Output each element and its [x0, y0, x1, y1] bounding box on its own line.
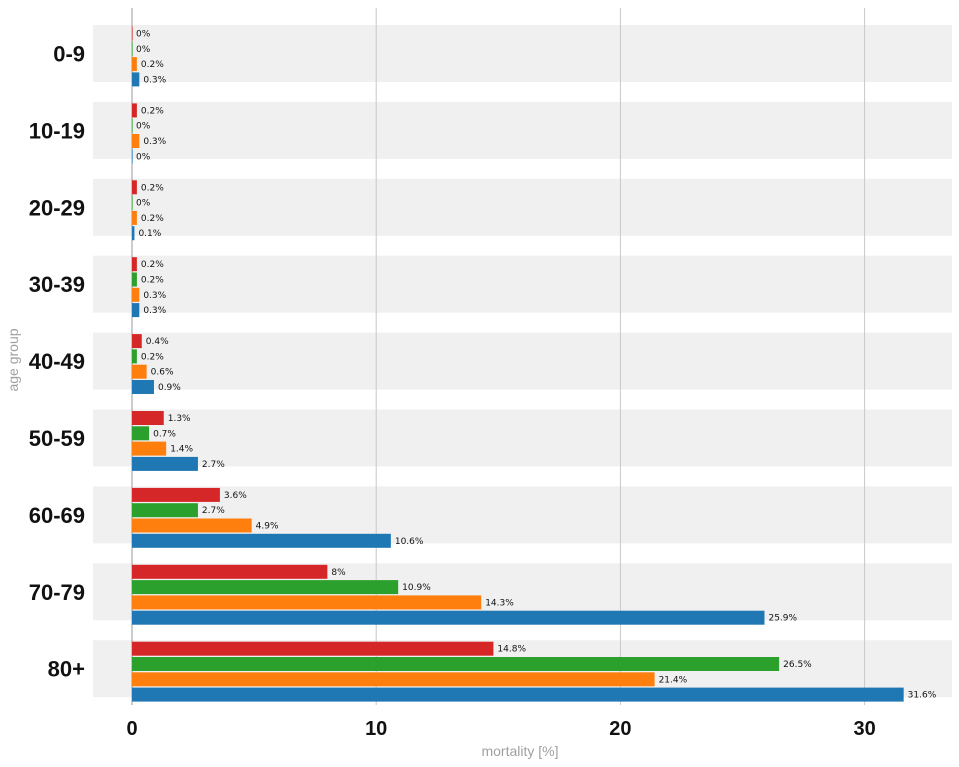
bar-60-69-s1: [132, 487, 220, 502]
x-tick-20: 20: [609, 718, 631, 740]
bar-40-49-s2: [132, 349, 137, 364]
bar-label-0-9-s3: 0.2%: [141, 60, 164, 70]
x-tick-labels: 0 10 20 30: [126, 718, 875, 740]
bar-label-40-49-s3: 0.6%: [151, 368, 174, 378]
category-label-40-49: 40-49: [29, 349, 85, 374]
bar-40-49-s1: [132, 334, 142, 349]
bar-label-40-49-s2: 0.2%: [141, 352, 164, 362]
x-tick-0: 0: [126, 718, 137, 740]
bar-50-59-s2: [132, 426, 150, 441]
bar-10-19-s1: [132, 103, 137, 118]
bar-value-labels: 0% 0% 0.2% 0.3% 0.2% 0% 0.3% 0% 0.2% 0% 0.2% 0.1% 0.…: [136, 30, 937, 701]
bar-label-10-19-s4: 0%: [136, 152, 151, 162]
bar-50-59-s3: [132, 441, 167, 456]
bar-10-19-s2: [132, 118, 133, 133]
bar-60-69-s3: [132, 518, 252, 533]
bar-label-80+-s2: 26.5%: [783, 660, 812, 670]
bar-label-10-19-s3: 0.3%: [143, 137, 166, 147]
bar-label-60-69-s4: 10.6%: [395, 537, 424, 547]
bar-30-39-s1: [132, 257, 137, 272]
bar-label-70-79-s4: 25.9%: [768, 614, 797, 624]
category-band-30-39: [93, 255, 952, 313]
category-label-50-59: 50-59: [29, 426, 85, 451]
category-band-50-59: [93, 409, 952, 467]
bar-0-9-s4: [132, 72, 140, 87]
bar-0-9-s2: [132, 41, 133, 56]
bar-label-40-49-s1: 0.4%: [146, 337, 169, 347]
x-tick-10: 10: [365, 718, 387, 740]
x-tick-30: 30: [853, 718, 875, 740]
bar-30-39-s4: [132, 303, 140, 318]
category-label-20-29: 20-29: [29, 195, 85, 220]
bar-label-70-79-s3: 14.3%: [485, 598, 514, 608]
bar-label-30-39-s3: 0.3%: [143, 291, 166, 301]
category-label-0-9: 0-9: [53, 42, 85, 67]
bar-80+-s4: [132, 687, 904, 702]
bar-20-29-s4: [132, 226, 135, 241]
y-axis-title: age group: [5, 328, 21, 391]
bar-label-20-29-s2: 0%: [136, 199, 151, 209]
bar-label-50-59-s4: 2.7%: [202, 460, 225, 470]
bar-70-79-s1: [132, 564, 328, 579]
bar-40-49-s3: [132, 364, 147, 379]
category-label-30-39: 30-39: [29, 272, 85, 297]
category-label-70-79: 70-79: [29, 580, 85, 605]
bar-40-49-s4: [132, 380, 154, 394]
bar-label-50-59-s3: 1.4%: [170, 445, 193, 455]
bar-60-69-s2: [132, 503, 198, 518]
bar-label-80+-s1: 14.8%: [497, 645, 526, 655]
category-label-60-69: 60-69: [29, 503, 85, 528]
bar-label-10-19-s2: 0%: [136, 122, 151, 132]
category-label-10-19: 10-19: [29, 118, 85, 143]
bar-label-60-69-s1: 3.6%: [224, 491, 247, 501]
bar-80+-s3: [132, 672, 655, 687]
bar-label-60-69-s3: 4.9%: [256, 522, 279, 532]
bar-30-39-s3: [132, 287, 140, 302]
bar-label-50-59-s2: 0.7%: [153, 429, 176, 439]
bar-label-10-19-s1: 0.2%: [141, 106, 164, 116]
category-band-20-29: [93, 178, 952, 236]
bar-label-70-79-s1: 8%: [331, 568, 346, 578]
bar-10-19-s3: [132, 134, 140, 148]
bar-20-29-s1: [132, 180, 137, 195]
bar-label-60-69-s2: 2.7%: [202, 506, 225, 516]
bar-10-19-s4: [132, 149, 133, 164]
bar-label-80+-s3: 21.4%: [659, 675, 688, 685]
bar-label-80+-s4: 31.6%: [908, 691, 937, 701]
bar-label-20-29-s4: 0.1%: [138, 229, 161, 239]
category-band-0-9: [93, 25, 952, 82]
bar-0-9-s1: [132, 26, 133, 41]
bar-20-29-s2: [132, 195, 133, 210]
category-labels: 0-9 10-19 20-29 30-39 40-49 50-59 60-69 70-79 80…: [29, 42, 85, 682]
bar-label-50-59-s1: 1.3%: [168, 414, 191, 424]
bars: [132, 26, 904, 702]
bar-label-40-49-s4: 0.9%: [158, 383, 181, 393]
bar-70-79-s2: [132, 580, 399, 595]
bar-label-0-9-s1: 0%: [136, 30, 151, 40]
bar-60-69-s4: [132, 533, 391, 548]
bar-label-30-39-s4: 0.3%: [143, 306, 166, 316]
bar-label-70-79-s2: 10.9%: [402, 583, 431, 593]
bar-label-0-9-s4: 0.3%: [143, 75, 166, 85]
bar-80+-s2: [132, 657, 780, 671]
bar-label-20-29-s3: 0.2%: [141, 214, 164, 224]
bar-70-79-s4: [132, 610, 765, 625]
category-band-10-19: [93, 101, 952, 159]
bar-50-59-s4: [132, 456, 198, 471]
bar-label-30-39-s1: 0.2%: [141, 260, 164, 270]
bar-20-29-s3: [132, 210, 137, 225]
bar-80+-s1: [132, 641, 494, 656]
category-band-40-49: [93, 332, 952, 390]
bar-label-20-29-s1: 0.2%: [141, 183, 164, 193]
category-label-80+: 80+: [48, 657, 85, 682]
bar-50-59-s1: [132, 411, 164, 425]
bar-0-9-s3: [132, 57, 137, 72]
bar-label-0-9-s2: 0%: [136, 45, 151, 55]
bar-label-30-39-s2: 0.2%: [141, 276, 164, 286]
x-axis-title: mortality [%]: [481, 743, 558, 759]
bar-30-39-s2: [132, 272, 137, 287]
bar-70-79-s3: [132, 595, 482, 610]
